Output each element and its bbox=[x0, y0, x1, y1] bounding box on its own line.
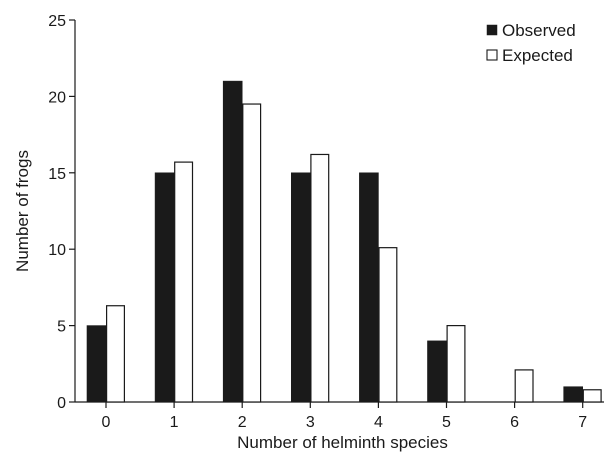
x-tick-label: 1 bbox=[170, 414, 179, 431]
expected-bar-4 bbox=[378, 247, 398, 403]
expected-bar-0 bbox=[105, 305, 125, 403]
x-tick-label: 3 bbox=[306, 414, 315, 431]
observed-bar-7 bbox=[563, 386, 584, 403]
x-tick-label: 5 bbox=[442, 414, 451, 431]
observed-bar-5 bbox=[427, 340, 447, 403]
legend-swatch-expected bbox=[486, 49, 498, 61]
legend-label-expected: Expected bbox=[502, 46, 573, 65]
x-ticks: 0 1 2 3 4 5 6 7 bbox=[102, 402, 587, 431]
x-tick-label: 0 bbox=[102, 414, 111, 431]
y-tick-label: 5 bbox=[57, 319, 66, 336]
x-tick-label: 4 bbox=[374, 414, 383, 431]
y-tick-label: 15 bbox=[48, 166, 66, 183]
y-tick-label: 10 bbox=[48, 242, 66, 259]
observed-bar-0 bbox=[86, 325, 107, 403]
y-tick-label: 0 bbox=[57, 395, 66, 412]
observed-bar-1 bbox=[154, 172, 175, 403]
expected-bar-7 bbox=[582, 389, 602, 403]
expected-bar-5 bbox=[446, 325, 466, 403]
legend-label-observed: Observed bbox=[502, 21, 576, 40]
y-axis-title: Number of frogs bbox=[13, 150, 32, 272]
y-tick-label: 25 bbox=[48, 13, 66, 30]
y-ticks: 0 5 10 15 20 25 bbox=[48, 13, 75, 412]
x-tick-label: 7 bbox=[578, 414, 587, 431]
observed-bar-3 bbox=[290, 172, 311, 403]
x-tick-label: 2 bbox=[238, 414, 247, 431]
expected-bar-3 bbox=[310, 153, 330, 403]
observed-bar-4 bbox=[359, 172, 379, 403]
expected-bar-1 bbox=[174, 161, 194, 403]
legend-swatch-observed bbox=[486, 24, 498, 36]
legend: Observed Expected bbox=[486, 21, 576, 65]
expected-bar-2 bbox=[242, 103, 262, 403]
bars bbox=[86, 80, 602, 403]
axes bbox=[74, 20, 604, 403]
expected-bar-6 bbox=[514, 369, 534, 403]
x-axis-title: Number of helminth species bbox=[237, 433, 448, 452]
y-tick-label: 20 bbox=[48, 89, 66, 106]
x-tick-label: 6 bbox=[510, 414, 519, 431]
observed-bar-2 bbox=[222, 80, 243, 403]
